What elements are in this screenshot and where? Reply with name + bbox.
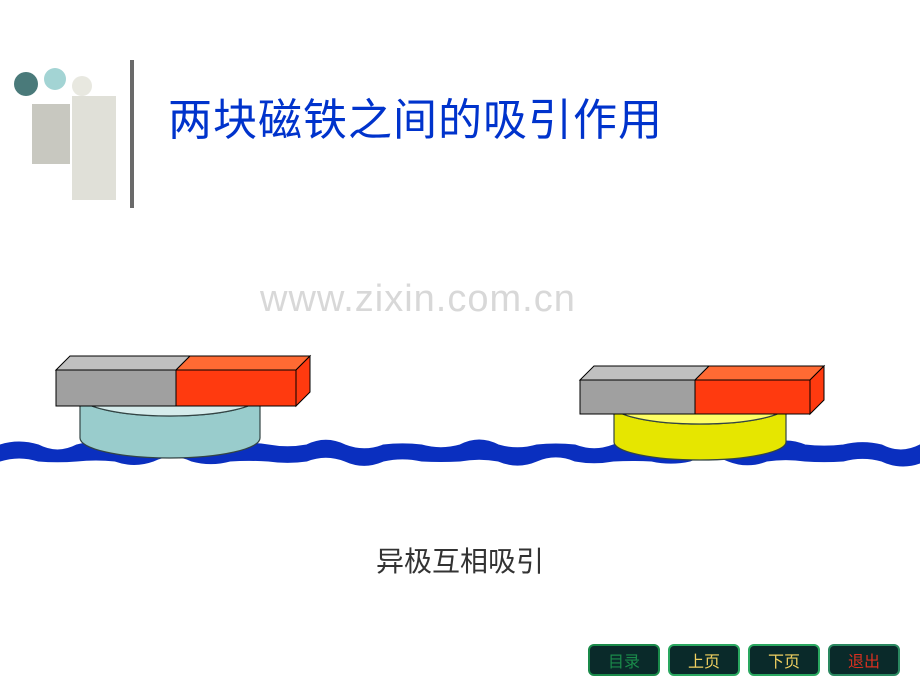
nav-next-button[interactable]: 下页 <box>748 644 820 676</box>
magnets-diagram <box>0 330 920 510</box>
nav-label: 退出 <box>848 648 880 672</box>
nav-bar: 目录 上页 下页 退出 <box>588 644 900 676</box>
nav-exit-button[interactable]: 退出 <box>828 644 900 676</box>
nav-label: 下页 <box>768 648 800 672</box>
slide-title: 两块磁铁之间的吸引作用 <box>168 84 663 148</box>
deco-dot <box>44 68 66 90</box>
deco-square <box>32 104 70 164</box>
nav-toc-button[interactable]: 目录 <box>588 644 660 676</box>
diagram-caption: 异极互相吸引 <box>0 540 920 580</box>
nav-label: 上页 <box>688 648 720 672</box>
deco-dot <box>14 72 38 96</box>
slide: 两块磁铁之间的吸引作用 www.zixin.com.cn 异极互相吸引 目录 上… <box>0 0 920 690</box>
deco-square <box>72 96 116 200</box>
nav-prev-button[interactable]: 上页 <box>668 644 740 676</box>
header-decoration <box>14 54 134 202</box>
deco-divider <box>130 60 134 208</box>
deco-dot <box>72 76 92 96</box>
nav-label: 目录 <box>608 648 640 672</box>
watermark-text: www.zixin.com.cn <box>260 278 576 321</box>
